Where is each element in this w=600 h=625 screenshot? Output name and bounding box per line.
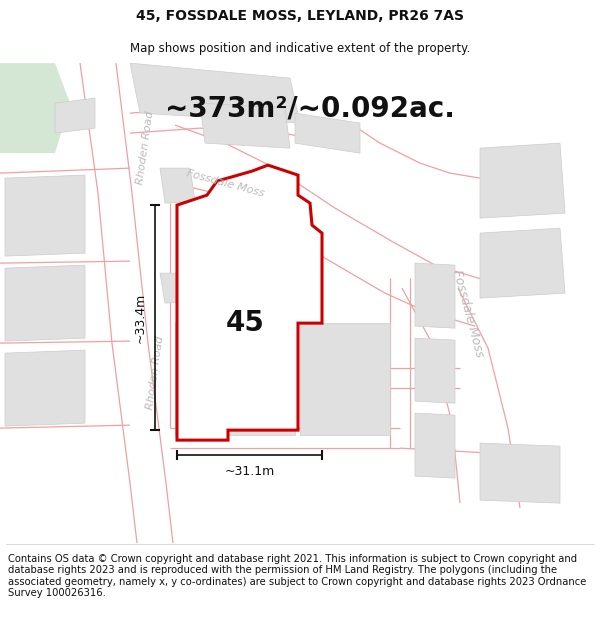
Text: ~33.4m: ~33.4m (134, 292, 147, 342)
Text: Fossdale Moss: Fossdale Moss (450, 268, 486, 358)
Polygon shape (5, 175, 85, 256)
Text: Map shows position and indicative extent of the property.: Map shows position and indicative extent… (130, 42, 470, 55)
Polygon shape (160, 273, 195, 303)
Polygon shape (177, 165, 322, 440)
Polygon shape (5, 265, 85, 341)
Polygon shape (0, 63, 70, 153)
Text: 45, FOSSDALE MOSS, LEYLAND, PR26 7AS: 45, FOSSDALE MOSS, LEYLAND, PR26 7AS (136, 9, 464, 22)
Polygon shape (55, 98, 95, 133)
Polygon shape (480, 228, 565, 298)
Polygon shape (480, 443, 560, 503)
Polygon shape (76, 60, 177, 546)
Polygon shape (5, 350, 85, 426)
Text: ~31.1m: ~31.1m (224, 465, 275, 478)
Polygon shape (415, 263, 455, 328)
Polygon shape (406, 275, 518, 507)
Text: 45: 45 (226, 309, 265, 337)
Polygon shape (130, 63, 300, 123)
Polygon shape (295, 113, 360, 153)
Polygon shape (415, 413, 455, 478)
Text: Contains OS data © Crown copyright and database right 2021. This information is : Contains OS data © Crown copyright and d… (8, 554, 586, 598)
Polygon shape (415, 338, 455, 403)
Polygon shape (175, 323, 295, 435)
Polygon shape (160, 168, 195, 203)
Polygon shape (480, 143, 565, 218)
Text: Rhoden Road: Rhoden Road (145, 336, 165, 411)
Polygon shape (300, 323, 390, 435)
Polygon shape (162, 126, 488, 330)
Text: Fossdale Moss: Fossdale Moss (185, 168, 265, 198)
Text: ~373m²/~0.092ac.: ~373m²/~0.092ac. (165, 94, 455, 122)
Polygon shape (200, 103, 290, 148)
Text: Rhoden Road: Rhoden Road (135, 111, 155, 186)
